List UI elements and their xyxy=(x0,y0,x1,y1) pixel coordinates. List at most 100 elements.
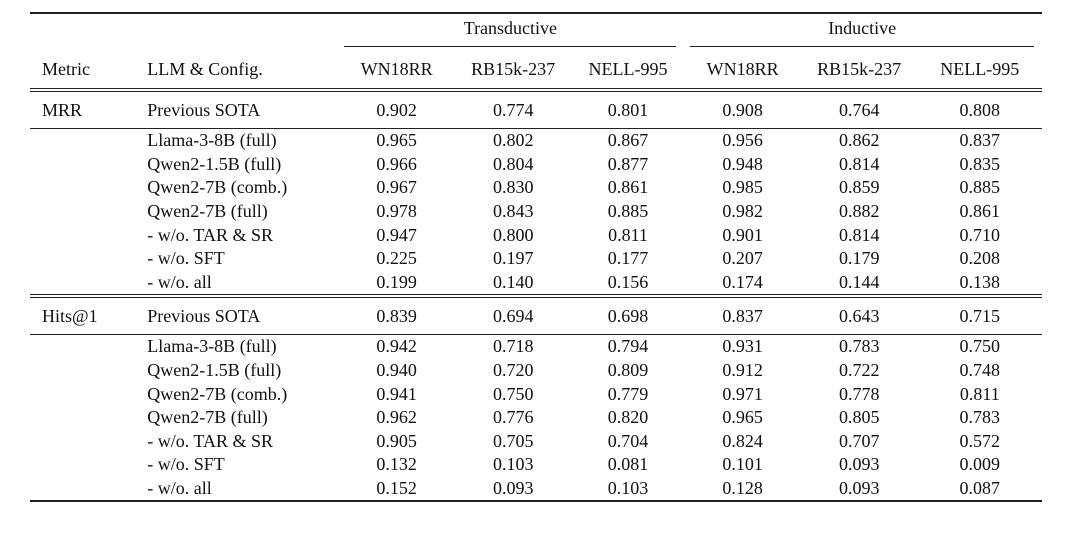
value-cell: 0.722 xyxy=(838,360,880,381)
value-cell: 0.837 xyxy=(959,130,1001,151)
sota-row: Hits@1 Previous SOTA 0.839 0.694 0.698 0.837 0… xyxy=(30,296,1042,336)
value-cell: 0.087 xyxy=(917,476,1042,503)
value-cell: 0.208 xyxy=(959,248,1001,269)
value-cell: 0.931 xyxy=(722,336,763,357)
header-dataset: WN18RR xyxy=(684,50,801,92)
value-cell: 0.861 xyxy=(959,201,1001,222)
value-cell: 0.837 xyxy=(684,296,801,336)
value-cell: 0.174 xyxy=(684,270,801,299)
value-cell: 0.009 xyxy=(959,454,1001,475)
table-row: - w/o. TAR & SR 0.947 0.800 0.811 0.901 0.814… xyxy=(30,223,1042,247)
value-cell: 0.197 xyxy=(492,248,534,269)
value-cell: 0.103 xyxy=(492,454,534,475)
table-row: Llama-3-8B (full) 0.965 0.802 0.867 0.956 0.8… xyxy=(30,129,1042,153)
value-cell: 0.804 xyxy=(492,153,534,174)
value-cell: 0.985 xyxy=(722,177,763,198)
table-row: Qwen2-1.5B (full) 0.940 0.720 0.809 0.912 0.7… xyxy=(30,359,1042,383)
value-cell: 0.882 xyxy=(838,201,880,222)
value-cell: 0.877 xyxy=(607,153,649,174)
value-cell: 0.814 xyxy=(838,153,880,174)
value-cell: 0.941 xyxy=(376,383,417,404)
value-cell: 0.947 xyxy=(376,224,417,245)
value-cell: 0.956 xyxy=(722,130,763,151)
value-cell: 0.912 xyxy=(722,360,763,381)
value-cell: 0.572 xyxy=(959,430,1001,451)
column-header-row: Metric LLM & Config. WN18RR RB15k-237 NE… xyxy=(30,50,1042,92)
table-body: Transductive Inductive Metric LLM & Conf… xyxy=(30,12,1042,503)
value-cell: 0.081 xyxy=(607,454,649,475)
value-cell: 0.965 xyxy=(722,407,763,428)
table-row: Qwen2-7B (comb.) 0.941 0.750 0.779 0.971 0.77… xyxy=(30,382,1042,406)
table-row: - w/o. TAR & SR 0.905 0.705 0.704 0.824 0.707… xyxy=(30,430,1042,454)
config-label: - w/o. all xyxy=(147,270,339,299)
value-cell: 0.776 xyxy=(492,407,534,428)
config-label: Qwen2-1.5B (full) xyxy=(147,360,282,381)
header-dataset: WN18RR xyxy=(338,50,455,92)
value-cell: 0.698 xyxy=(571,296,685,336)
value-cell: 0.225 xyxy=(376,248,417,269)
value-cell: 0.965 xyxy=(376,130,417,151)
value-cell: 0.704 xyxy=(607,430,649,451)
config-label: Llama-3-8B (full) xyxy=(147,130,277,151)
value-cell: 0.779 xyxy=(607,383,649,404)
config-label: Qwen2-7B (full) xyxy=(147,407,268,428)
sota-row: MRR Previous SOTA 0.902 0.774 0.801 0.908 0.76… xyxy=(30,90,1042,129)
value-cell: 0.140 xyxy=(454,270,572,299)
value-cell: 0.750 xyxy=(492,383,534,404)
value-cell: 0.867 xyxy=(607,130,649,151)
value-cell: 0.962 xyxy=(376,407,417,428)
value-cell: 0.138 xyxy=(917,270,1042,299)
group-header-transductive: Transductive xyxy=(338,12,685,50)
value-cell: 0.830 xyxy=(492,177,534,198)
value-cell: 0.805 xyxy=(838,407,880,428)
config-label: - w/o. SFT xyxy=(147,454,225,475)
table-row: Qwen2-7B (comb.) 0.967 0.830 0.861 0.985 0.85… xyxy=(30,176,1042,200)
value-cell: 0.908 xyxy=(684,90,801,129)
value-cell: 0.715 xyxy=(917,296,1042,336)
value-cell: 0.707 xyxy=(838,430,880,451)
value-cell: 0.885 xyxy=(959,177,1001,198)
value-cell: 0.948 xyxy=(722,153,763,174)
value-cell: 0.199 xyxy=(338,270,455,299)
value-cell: 0.783 xyxy=(959,407,1001,428)
value-cell: 0.207 xyxy=(722,248,763,269)
value-cell: 0.982 xyxy=(722,201,763,222)
value-cell: 0.839 xyxy=(338,296,455,336)
value-cell: 0.800 xyxy=(492,224,534,245)
config-label: - w/o. SFT xyxy=(147,248,225,269)
metric-label: Hits@1 xyxy=(30,296,148,336)
value-cell: 0.177 xyxy=(607,248,649,269)
table-row: - w/o. all 0.152 0.093 0.103 0.128 0.093 0.087 xyxy=(30,476,1042,503)
header-dataset: RB15k-237 xyxy=(454,50,572,92)
value-cell: 0.778 xyxy=(838,383,880,404)
value-cell: 0.705 xyxy=(492,430,534,451)
value-cell: 0.128 xyxy=(684,476,801,503)
table-row: - w/o. SFT 0.225 0.197 0.177 0.207 0.179 0.208 xyxy=(30,247,1042,271)
config-label: Qwen2-7B (full) xyxy=(147,201,268,222)
value-cell: 0.179 xyxy=(838,248,880,269)
value-cell: 0.774 xyxy=(454,90,572,129)
value-cell: 0.103 xyxy=(571,476,685,503)
value-cell: 0.093 xyxy=(454,476,572,503)
table-row: - w/o. SFT 0.132 0.103 0.081 0.101 0.093 0.009 xyxy=(30,453,1042,477)
table-row: Llama-3-8B (full) 0.942 0.718 0.794 0.931 0.7… xyxy=(30,335,1042,359)
value-cell: 0.748 xyxy=(959,360,1001,381)
table-row: Qwen2-7B (full) 0.978 0.843 0.885 0.982 0.882… xyxy=(30,200,1042,224)
value-cell: 0.093 xyxy=(838,454,880,475)
group-header-inductive: Inductive xyxy=(684,12,1042,50)
value-cell: 0.764 xyxy=(800,90,918,129)
value-cell: 0.843 xyxy=(492,201,534,222)
value-cell: 0.885 xyxy=(607,201,649,222)
value-cell: 0.820 xyxy=(607,407,649,428)
value-cell: 0.101 xyxy=(722,454,763,475)
value-cell: 0.901 xyxy=(722,224,763,245)
value-cell: 0.132 xyxy=(376,454,417,475)
value-cell: 0.862 xyxy=(838,130,880,151)
config-label: Qwen2-7B (comb.) xyxy=(147,383,288,404)
value-cell: 0.978 xyxy=(376,201,417,222)
value-cell: 0.750 xyxy=(959,336,1001,357)
group-header-row: Transductive Inductive xyxy=(30,12,1042,50)
table-row: - w/o. all 0.199 0.140 0.156 0.174 0.144 0.138 xyxy=(30,270,1042,299)
value-cell: 0.801 xyxy=(571,90,685,129)
header-config: LLM & Config. xyxy=(147,50,339,92)
